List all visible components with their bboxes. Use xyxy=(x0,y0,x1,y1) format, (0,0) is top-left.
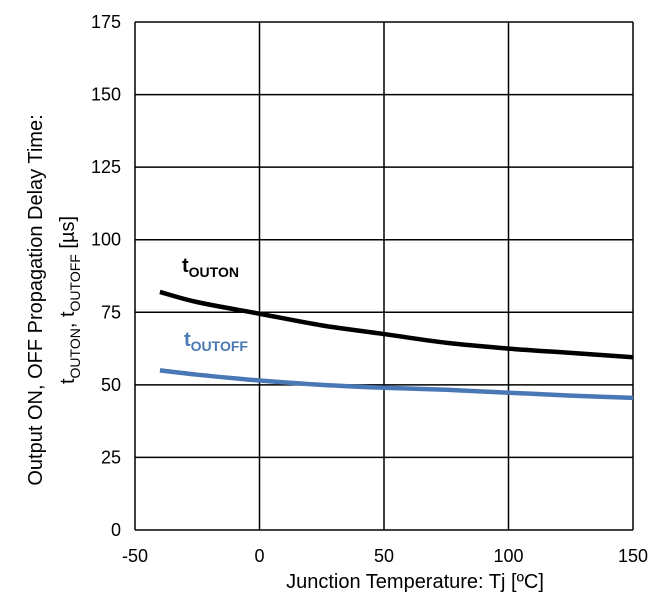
series-line-outon xyxy=(159,289,634,360)
y-tick-label: 100 xyxy=(91,230,121,250)
x-tick-label: 100 xyxy=(493,546,523,566)
y-tick-label: 125 xyxy=(91,157,121,177)
x-tick-label: 50 xyxy=(374,546,394,566)
y-tick-label: 25 xyxy=(101,447,121,467)
series-label-outoff: tOUTOFF xyxy=(184,329,248,354)
y-tick-label: 75 xyxy=(101,302,121,322)
series-lines xyxy=(159,289,634,401)
y-axis-title-line1: Output ON, OFF Propagation Delay Time: xyxy=(25,114,47,485)
grid xyxy=(134,21,634,531)
x-tick-label: 150 xyxy=(618,546,648,566)
x-tick-label: -50 xyxy=(122,546,148,566)
series-line-outoff xyxy=(159,368,634,401)
y-tick-label: 175 xyxy=(91,12,121,32)
y-tick-label: 50 xyxy=(101,375,121,395)
x-tick-label: 0 xyxy=(254,546,264,566)
y-axis-title-line2: tOUTON, tOUTOFF [µs] xyxy=(57,216,83,384)
y-tick-label: 150 xyxy=(91,85,121,105)
x-axis-title: Junction Temperature: Tj [ºC] xyxy=(286,571,544,593)
series-label-outon: tOUTON xyxy=(182,255,239,280)
y-tick-label: 0 xyxy=(111,520,121,540)
